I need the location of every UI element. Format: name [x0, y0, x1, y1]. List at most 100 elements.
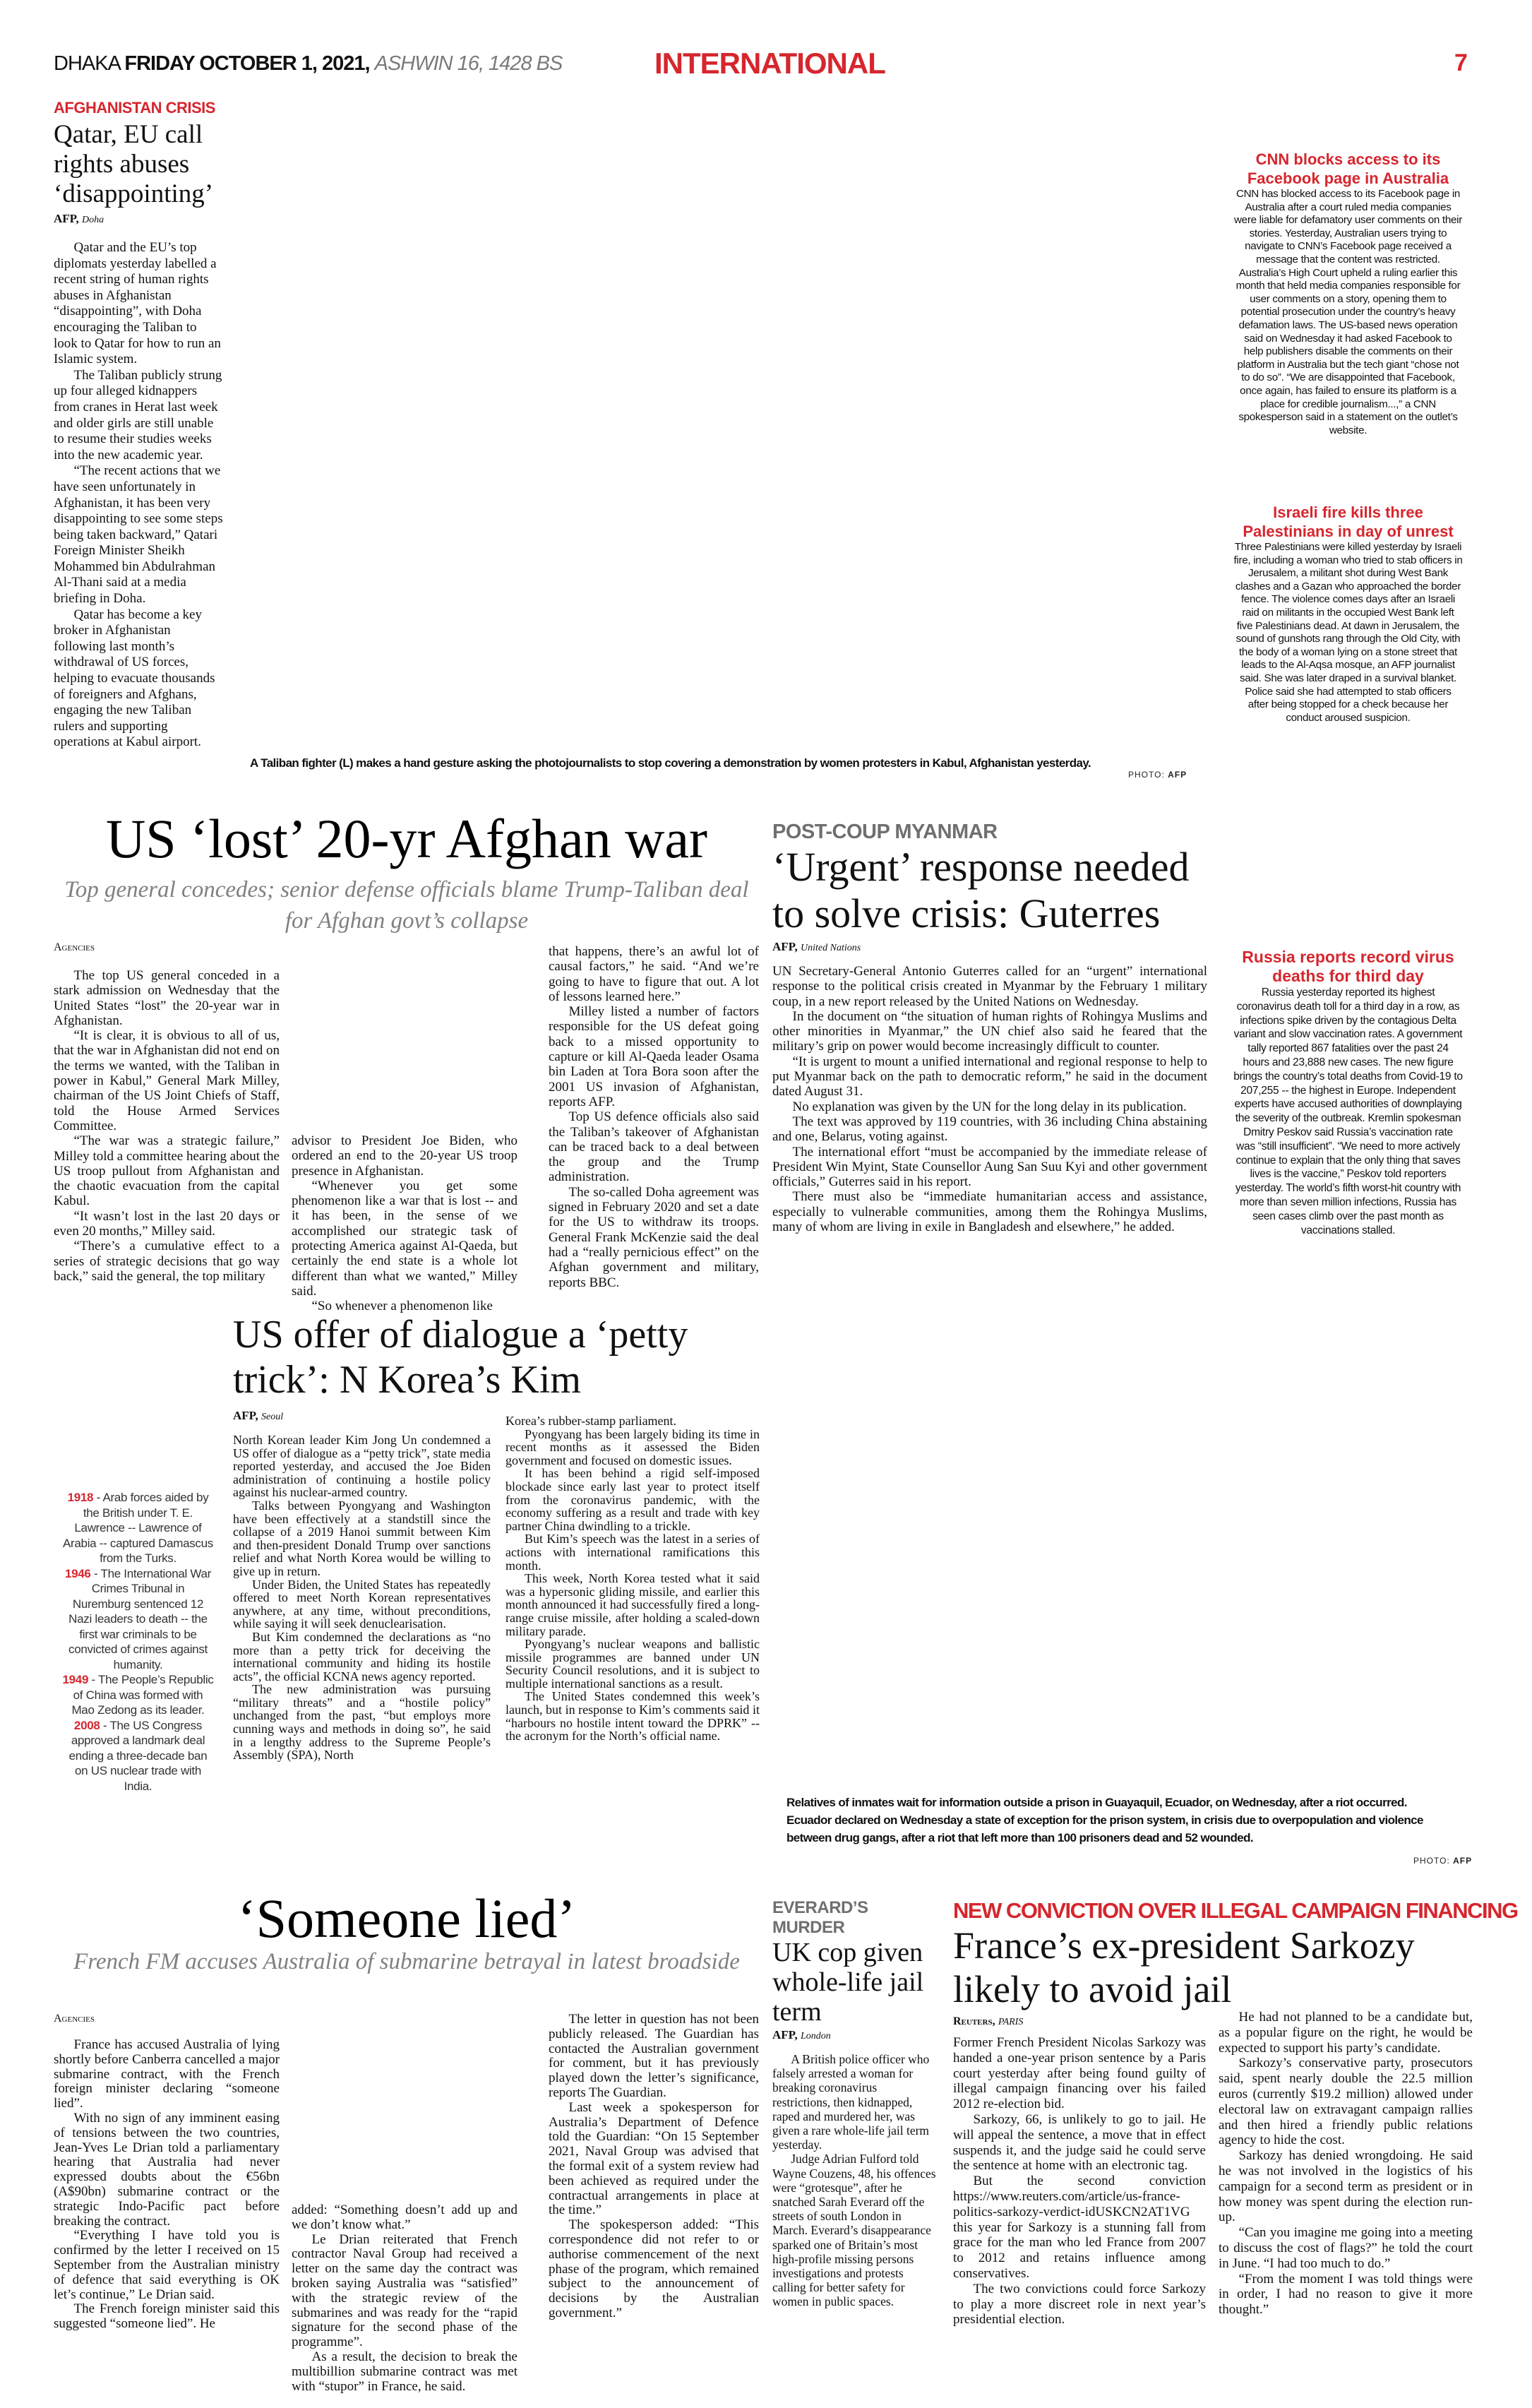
- paragraph: “There’s a cumulative effect to a series…: [54, 1239, 280, 1284]
- article-qatar: AFGHANISTAN CRISIS Qatar, EU call rights…: [54, 99, 223, 751]
- timeline-text: - The International War Crimes Tribunal …: [68, 1566, 212, 1671]
- paragraph: advisor to President Joe Biden, who orde…: [292, 1133, 517, 1179]
- paragraph: added: “Something doesn’t add up and we …: [292, 2203, 517, 2232]
- article-column-1: The top US general conceded in a stark a…: [54, 968, 280, 1284]
- brief-headline: CNN blocks access to its Facebook page i…: [1247, 150, 1449, 187]
- timeline-entry: 1949 - The People’s Republic of China wa…: [62, 1672, 214, 1718]
- paragraph: Sarkozy’s conservative party, prosecutor…: [1219, 2056, 1473, 2148]
- brief-headline: Israeli fire kills three Palestinians in…: [1243, 503, 1454, 540]
- paragraph: The French foreign minister said this su…: [54, 2301, 280, 2332]
- paragraph: “It is urgent to mount a unified interna…: [772, 1054, 1207, 1099]
- paragraph: Milley listed a number of factors respon…: [549, 1004, 759, 1109]
- paragraph: Qatar has become a key broker in Afghani…: [54, 607, 215, 750]
- byline-dateline: Seoul: [261, 1412, 284, 1422]
- paragraph: The letter in question has not been publ…: [549, 2012, 759, 2100]
- article-column-2: Korea’s rubber-stamp parliament. Pyongyan…: [505, 1414, 760, 1743]
- timeline-entry: 1918 - Arab forces aided by the British …: [62, 1490, 214, 1566]
- byline-dateline: London: [801, 2031, 831, 2042]
- paragraph: But Kim condemned the declarations as “n…: [233, 1629, 491, 1683]
- timeline-year: 2008: [73, 1718, 100, 1732]
- article-myanmar: POST-COUP MYANMAR ‘Urgent’ response need…: [772, 821, 1207, 1234]
- paragraph: Top US defence officials also said the T…: [549, 1109, 759, 1185]
- paragraph: “Whenever you get some phenomenon like a…: [292, 1178, 517, 1299]
- byline-agency: Reuters,: [953, 2015, 995, 2027]
- article-byline: AFP, London: [772, 2028, 936, 2042]
- paragraph: Pyongyang’s nuclear weapons and ballisti…: [505, 1637, 760, 1691]
- article-byline: AFP, Seoul: [233, 1409, 283, 1423]
- photo-taliban-protest: [245, 95, 1195, 749]
- paragraph: “So whenever a phenomenon like: [311, 1299, 493, 1314]
- paragraph: The so-called Doha agreement was signed …: [549, 1184, 759, 1290]
- paragraph: The top US general conceded in a stark a…: [54, 968, 280, 1028]
- article-column-1: North Korean leader Kim Jong Un condemne…: [233, 1434, 491, 1762]
- timeline-text: - The US Congress approved a landmark de…: [68, 1718, 208, 1793]
- article-column-2: He had not planned to be a candidate but…: [1219, 2010, 1473, 2318]
- byline-agency: AFP,: [772, 2028, 798, 2042]
- photo-caption: A Taliban fighter (L) makes a hand gestu…: [250, 756, 1091, 770]
- paragraph: “It wasn’t lost in the last 20 days or e…: [54, 1208, 280, 1239]
- paragraph: Last week a spokesperson for Australia’s…: [549, 2099, 759, 2218]
- paragraph: Korea’s rubber-stamp parliament.: [505, 1414, 677, 1428]
- paragraph: The spokesperson added: “This correspond…: [549, 2217, 759, 2320]
- paragraph: With no sign of any imminent easing of t…: [54, 2110, 280, 2229]
- paragraph: The text was approved by 119 countries, …: [772, 1114, 1207, 1145]
- article-body: A British police officer who falsely arr…: [772, 2052, 936, 2309]
- paragraph: “Can you imagine me going into a meeting…: [1219, 2225, 1473, 2271]
- article-kicker: AFGHANISTAN CRISIS: [54, 99, 215, 117]
- paragraph: Former French President Nicolas Sarkozy …: [953, 2035, 1206, 2112]
- article-kicker: NEW CONVICTION OVER ILLEGAL CAMPAIGN FIN…: [953, 1898, 1519, 1923]
- brief-headline: Russia reports record virus deaths for t…: [1242, 948, 1454, 985]
- paragraph: Le Drian reiterated that French contract…: [292, 2231, 517, 2350]
- timeline-entry: 1946 - The International War Crimes Trib…: [62, 1566, 214, 1673]
- timeline-year: 1949: [62, 1673, 89, 1686]
- article-kicker: POST-COUP MYANMAR: [772, 821, 998, 843]
- article-column-2: added: “Something doesn’t add up and we …: [292, 2203, 517, 2394]
- article-column-1: Former French President Nicolas Sarkozy …: [953, 2035, 1206, 2327]
- paragraph: Sarkozy, 66, is unlikely to go to jail. …: [953, 2111, 1206, 2174]
- paragraph: Judge Adrian Fulford told Wayne Couzens,…: [772, 2152, 936, 2309]
- credit-source: AFP: [1453, 1856, 1473, 1866]
- timeline-year: 1946: [64, 1566, 91, 1580]
- article-byline: Agencies: [54, 941, 95, 953]
- paragraph: In the document on “the situation of hum…: [772, 1008, 1207, 1054]
- article-byline: Agencies: [54, 2013, 95, 2025]
- article-body: UN Secretary-General Antonio Guterres ca…: [772, 964, 1207, 1234]
- paragraph: The new administration was pursuing “mil…: [233, 1682, 491, 1763]
- page-number: 7: [1454, 49, 1468, 76]
- paragraph: He had not planned to be a candidate but…: [1219, 2010, 1473, 2056]
- paragraph: The Taliban publicly strung up four alle…: [54, 367, 222, 463]
- paragraph: There must also be “immediate humanitari…: [772, 1189, 1207, 1235]
- paragraph: UN Secretary-General Antonio Guterres ca…: [772, 964, 1207, 1009]
- brief-body: CNN has blocked access to its Facebook p…: [1234, 188, 1462, 436]
- timeline-text: - Arab forces aided by the British under…: [63, 1491, 213, 1565]
- brief-israel: Israeli fire kills three Palestinians in…: [1233, 503, 1463, 725]
- paragraph: North Korean leader Kim Jong Un condemne…: [233, 1433, 491, 1500]
- headline-afghan-war: US ‘lost’ 20-yr Afghan war: [105, 808, 708, 869]
- paragraph: It has been behind a rigid self-imposed …: [505, 1466, 760, 1533]
- byline-dateline: PARIS: [998, 2017, 1024, 2027]
- article-column-2: advisor to President Joe Biden, who orde…: [292, 1133, 517, 1314]
- article-column-3: that happens, there’s an awful lot of ca…: [549, 944, 759, 1290]
- photo-credit: PHOTO: AFP: [1413, 1856, 1472, 1866]
- article-byline: AFP, Doha: [54, 212, 223, 226]
- photo-ecuador-prison: [774, 1313, 1473, 1787]
- brief-body: Three Palestinians were killed yesterday…: [1233, 541, 1463, 724]
- deck-afghan-war: Top general concedes; senior defense off…: [64, 877, 749, 934]
- article-kicker: EVERARD’S MURDER: [772, 1898, 868, 1937]
- headline-korea: US offer of dialogue a ‘petty trick’: N …: [233, 1313, 688, 1402]
- deck-submarine: French FM accuses Australia of submarine…: [73, 1949, 740, 1974]
- paragraph: “Everything I have told you is confirmed…: [54, 2228, 280, 2302]
- paragraph: Sarkozy has denied wrongdoing. He said h…: [1219, 2148, 1473, 2225]
- masthead-weekday-date: FRIDAY OCTOBER 1, 2021,: [124, 52, 370, 75]
- paragraph: France has accused Australia of lying sh…: [54, 2037, 280, 2111]
- paragraph: “The war was a strategic failure,” Mille…: [54, 1133, 280, 1209]
- byline-agency: AFP,: [54, 212, 79, 225]
- photo-credit: PHOTO: AFP: [1128, 770, 1187, 780]
- paragraph: “From the moment I was told things were …: [1219, 2271, 1473, 2318]
- article-byline: AFP, United Nations: [772, 940, 1207, 954]
- paragraph: “The recent actions that we have seen un…: [54, 463, 223, 607]
- paragraph: The international effort “must be accomp…: [772, 1144, 1207, 1190]
- masthead-bangla-date: ASHWIN 16, 1428 BS: [374, 52, 563, 75]
- credit-source: AFP: [1168, 770, 1187, 780]
- article-column-1: France has accused Australia of lying sh…: [54, 2037, 280, 2332]
